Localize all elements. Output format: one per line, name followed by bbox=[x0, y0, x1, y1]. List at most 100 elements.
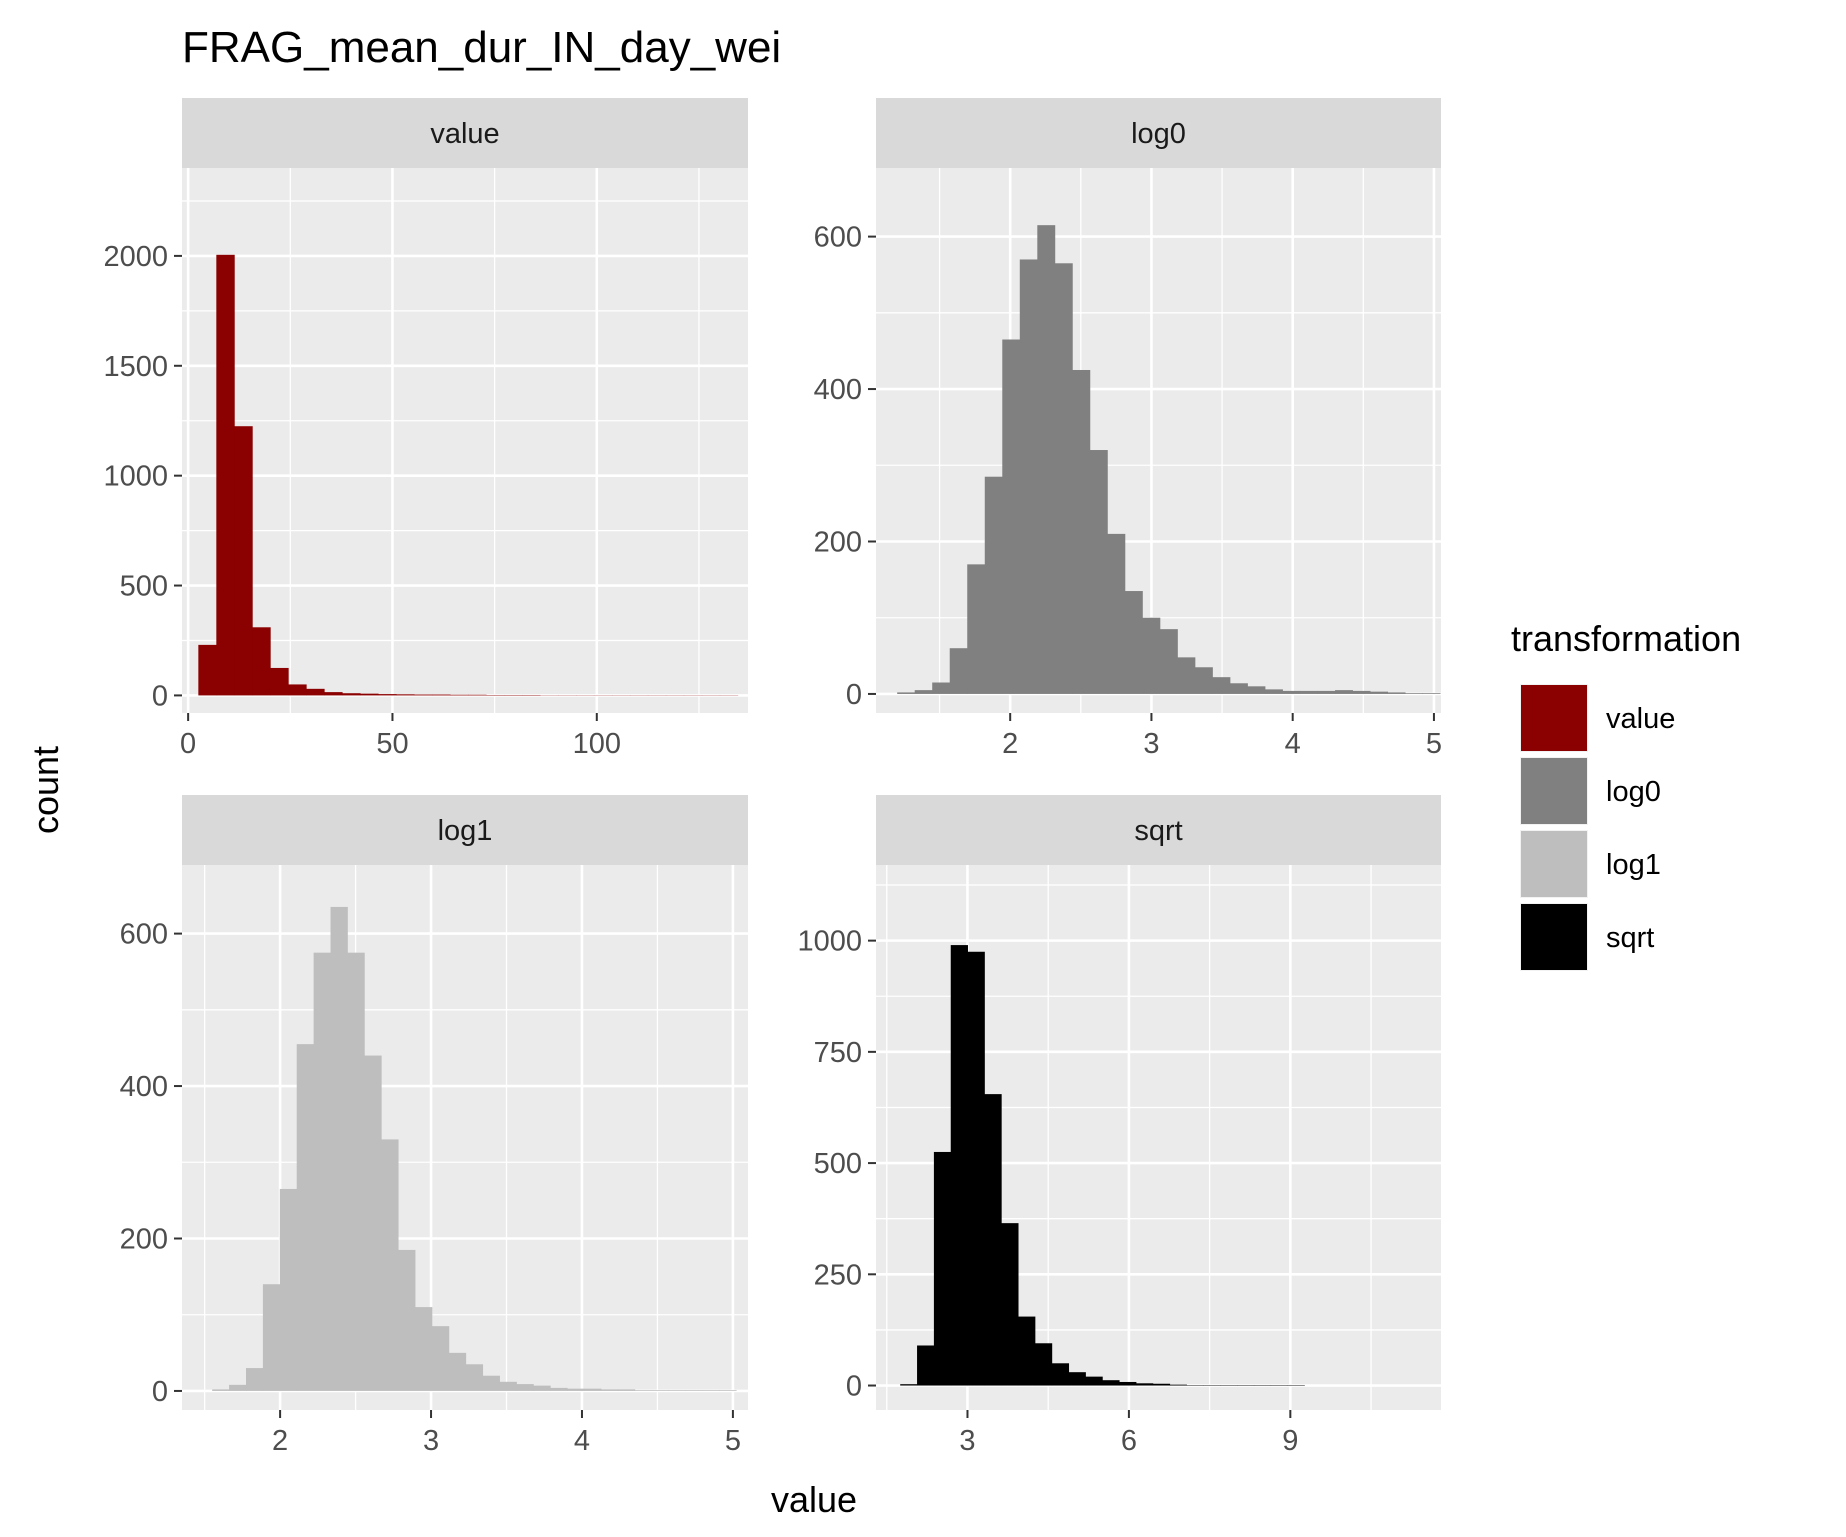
histogram-bar bbox=[306, 688, 325, 696]
histogram-bar bbox=[984, 476, 1003, 694]
histogram-bar bbox=[396, 694, 415, 696]
histogram-bar bbox=[1177, 657, 1196, 694]
panel-log1: log1 2 3 4 5 0 200 400 600 bbox=[120, 795, 748, 1457]
histogram-bar bbox=[1037, 225, 1056, 694]
y-tick-label: 600 bbox=[814, 222, 862, 254]
histogram-bar bbox=[1387, 692, 1406, 694]
x-tick-label: 5 bbox=[1426, 728, 1442, 760]
strip-log1 bbox=[182, 795, 748, 865]
histogram-bar bbox=[1102, 1380, 1120, 1386]
histogram-bar bbox=[296, 1044, 315, 1391]
histogram-bar bbox=[685, 1390, 703, 1391]
histogram-bar bbox=[533, 1385, 551, 1391]
legend-label-sqrt: sqrt bbox=[1606, 922, 1654, 954]
histogram-bar bbox=[378, 694, 397, 696]
histogram-bar bbox=[1034, 1343, 1053, 1386]
histogram-bar bbox=[516, 1384, 534, 1391]
histogram-bar bbox=[1159, 629, 1178, 694]
panel-log0: log0 2 3 4 5 0 200 400 600 bbox=[814, 98, 1442, 760]
y-tick-label: 200 bbox=[814, 526, 862, 558]
strip-sqrt bbox=[876, 795, 1441, 865]
histogram-bar bbox=[634, 1390, 653, 1391]
y-tick-label: 500 bbox=[814, 1148, 862, 1180]
histogram-bar bbox=[668, 1390, 686, 1391]
histogram-bar bbox=[1152, 1383, 1171, 1386]
histogram-bar bbox=[1352, 690, 1371, 694]
histogram-bar bbox=[270, 667, 289, 696]
legend-key-log1 bbox=[1521, 831, 1587, 897]
histogram-bar bbox=[398, 1249, 416, 1391]
histogram-bar bbox=[719, 1390, 737, 1391]
y-tick-label: 200 bbox=[120, 1223, 168, 1255]
x-tick-label: 4 bbox=[574, 1425, 590, 1457]
y-tick-label: 600 bbox=[120, 919, 168, 951]
y-tick-label: 400 bbox=[814, 374, 862, 406]
panel-sqrt: sqrt 3 6 9 0 250 500 750 1000 bbox=[797, 795, 1441, 1457]
y-tick-label: 400 bbox=[120, 1071, 168, 1103]
histogram-bar bbox=[1019, 259, 1038, 694]
histogram-bar bbox=[1405, 693, 1424, 694]
histogram-bar bbox=[984, 1094, 1002, 1386]
y-tick-label: 1000 bbox=[103, 461, 168, 493]
histogram-bar bbox=[1068, 1372, 1086, 1386]
histogram-bar bbox=[1018, 1316, 1036, 1386]
histogram-bar bbox=[933, 1151, 952, 1386]
histogram-bar bbox=[342, 693, 361, 696]
histogram-bar bbox=[1054, 263, 1073, 694]
histogram-bar bbox=[1002, 339, 1021, 694]
histogram-bar bbox=[914, 690, 933, 694]
histogram-bar bbox=[950, 945, 968, 1386]
x-tick-label: 100 bbox=[573, 728, 621, 760]
histogram-bar bbox=[900, 1384, 918, 1386]
histogram-bar bbox=[450, 694, 469, 696]
histogram-bar bbox=[1089, 450, 1108, 694]
histogram-bar bbox=[1142, 617, 1161, 694]
histogram-bar bbox=[1124, 591, 1143, 694]
histogram-bar bbox=[550, 1387, 568, 1391]
strip-log0 bbox=[876, 98, 1441, 168]
x-axis-title: value bbox=[771, 1479, 857, 1520]
strip-label-value: value bbox=[430, 118, 499, 150]
histogram-bar bbox=[1300, 690, 1318, 694]
x-tick-label: 3 bbox=[1143, 728, 1159, 760]
y-tick-label: 0 bbox=[846, 1371, 862, 1403]
y-tick-label: 1500 bbox=[103, 351, 168, 383]
histogram-bar bbox=[702, 1390, 720, 1391]
histogram-bar bbox=[1194, 667, 1213, 694]
histogram-bar bbox=[567, 1388, 585, 1391]
histogram-bar bbox=[1212, 677, 1231, 694]
histogram-bar bbox=[448, 1352, 467, 1391]
histogram-bar bbox=[288, 684, 307, 696]
histogram-bar bbox=[432, 694, 451, 696]
histogram-bar bbox=[279, 1188, 298, 1391]
x-tick-label: 6 bbox=[1121, 1425, 1137, 1457]
histogram-bar bbox=[364, 1055, 382, 1391]
histogram-bar bbox=[1001, 1223, 1019, 1386]
histogram-bar bbox=[1317, 690, 1336, 694]
histogram-bar bbox=[1247, 686, 1266, 694]
histogram-bar bbox=[651, 1390, 670, 1391]
histogram-bar bbox=[415, 1307, 433, 1391]
histogram-bar bbox=[262, 1284, 281, 1391]
x-tick-label: 3 bbox=[423, 1425, 439, 1457]
histogram-bar bbox=[360, 693, 379, 696]
histogram-bar bbox=[1051, 1363, 1070, 1386]
histogram-bar bbox=[324, 692, 343, 696]
legend-label-log1: log1 bbox=[1606, 849, 1661, 881]
chart-title: FRAG_mean_dur_IN_day_wei bbox=[182, 23, 781, 72]
legend-title: transformation bbox=[1511, 618, 1741, 659]
histogram-bar bbox=[1085, 1376, 1103, 1386]
x-tick-label: 50 bbox=[376, 728, 408, 760]
legend: transformation value log0 log1 sqrt bbox=[1511, 618, 1741, 971]
y-tick-label: 0 bbox=[152, 1376, 168, 1408]
y-tick-label: 2000 bbox=[103, 241, 168, 273]
y-tick-label: 500 bbox=[120, 571, 168, 603]
x-tick-label: 9 bbox=[1282, 1425, 1298, 1457]
histogram-bar bbox=[1072, 369, 1091, 694]
histogram-bar bbox=[1169, 1384, 1187, 1386]
histogram-bar bbox=[330, 906, 348, 1391]
plot-background-value bbox=[182, 168, 748, 713]
bars-log1 bbox=[212, 906, 737, 1391]
